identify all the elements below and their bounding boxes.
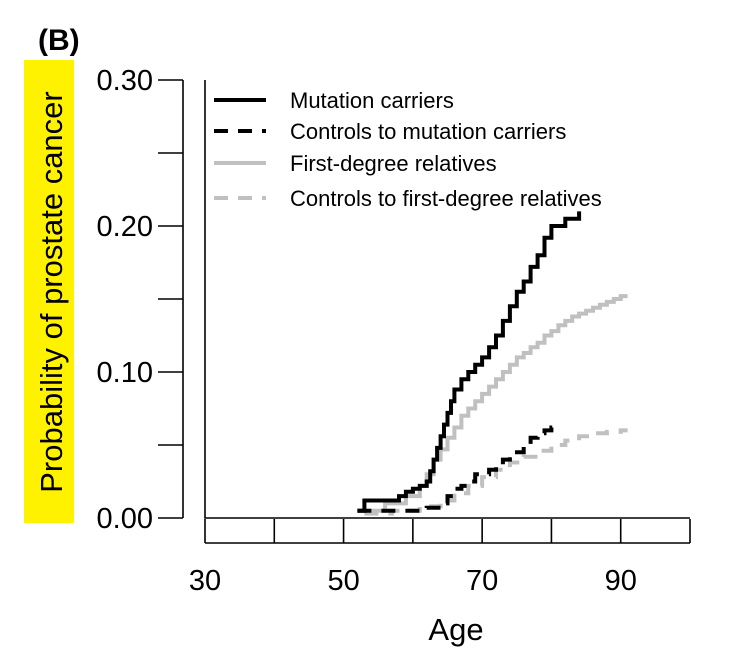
legend-label: Controls to first-degree relatives [290,186,602,211]
plot-frame-left-bottom [204,80,690,519]
y-tick-label: 0.10 [97,357,153,389]
series-line-mutation-carriers [357,211,582,513]
x-tick-label: 70 [466,565,498,597]
x-axis-title: Age [428,612,483,647]
x-tick-label: 50 [327,565,359,597]
series-line-first-degree-relatives [364,294,628,513]
y-tick-label: 0.00 [97,503,153,535]
axes: 0.00 0.10 0.20 0.30 30 50 70 90 [97,65,691,597]
legend-label: Controls to mutation carriers [290,119,566,144]
ylabel-highlight [24,60,74,523]
series-layer [357,211,628,516]
legend-label: First-degree relatives [290,151,497,176]
x-tick-label: 90 [605,565,637,597]
series-line-controls-to-first-degree-relatives [364,428,628,516]
legend-label: Mutation carriers [290,88,454,113]
x-tick-label: 30 [189,565,221,597]
series-line-controls-to-mutation-carriers [357,425,559,513]
legend: Mutation carriers Controls to mutation ca… [214,88,602,211]
y-tick-label: 0.30 [97,65,153,97]
y-tick-label: 0.20 [97,211,153,243]
panel-label: (B) [38,24,80,57]
y-axis-title: Probability of prostate cancer [34,91,69,493]
